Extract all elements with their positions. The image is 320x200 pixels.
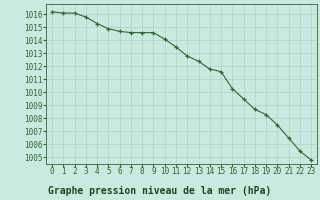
Text: Graphe pression niveau de la mer (hPa): Graphe pression niveau de la mer (hPa) <box>48 186 272 196</box>
